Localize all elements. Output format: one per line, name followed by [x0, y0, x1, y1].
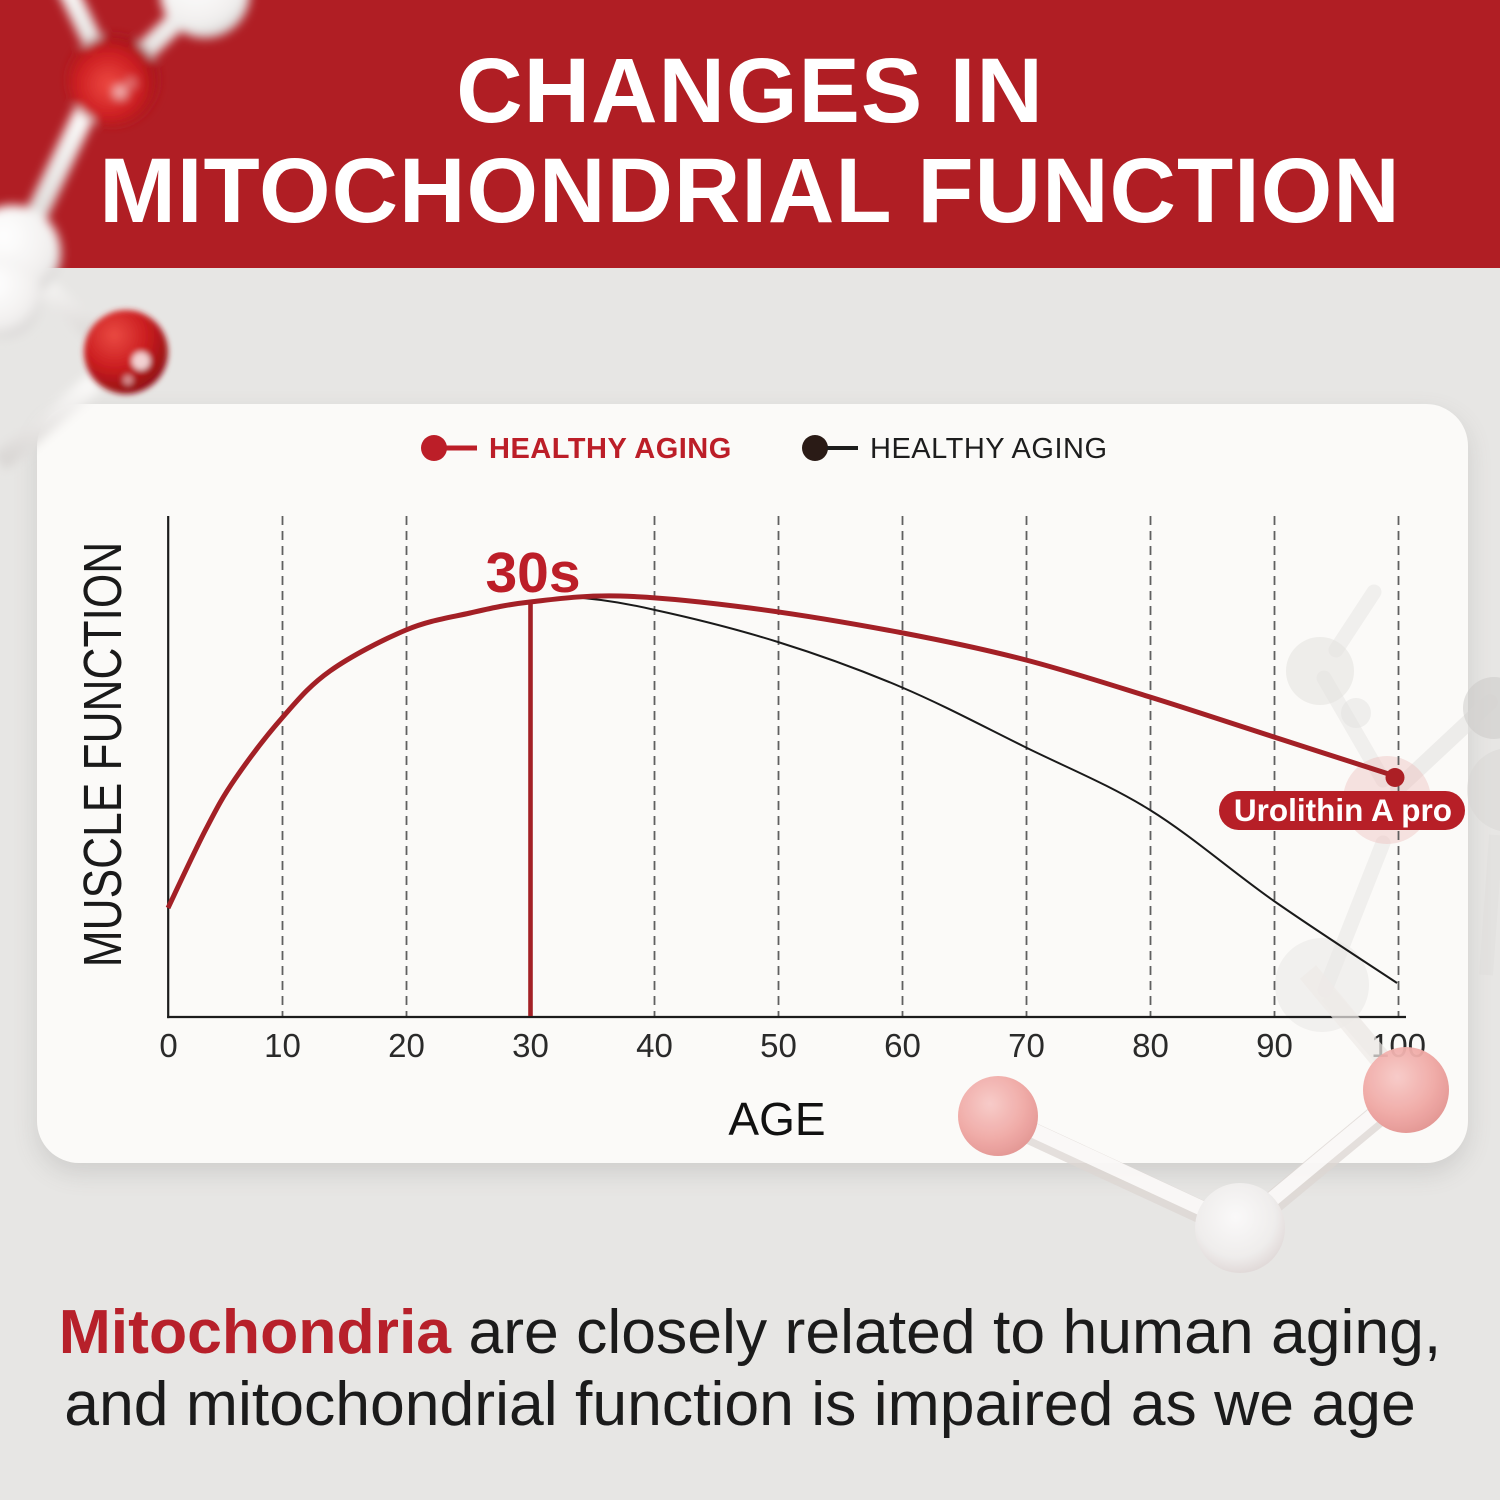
- svg-text:MUSCLE FUNCTION: MUSCLE FUNCTION: [73, 542, 133, 967]
- svg-text:50: 50: [760, 1027, 797, 1064]
- svg-text:20: 20: [388, 1027, 425, 1064]
- svg-text:30s: 30s: [485, 541, 580, 605]
- svg-text:80: 80: [1132, 1027, 1169, 1064]
- svg-text:30: 30: [512, 1027, 549, 1064]
- svg-text:AGE: AGE: [728, 1093, 825, 1145]
- svg-text:90: 90: [1256, 1027, 1293, 1064]
- svg-text:HEALTHY AGING: HEALTHY AGING: [870, 433, 1108, 465]
- svg-text:40: 40: [636, 1027, 673, 1064]
- svg-text:Urolithin A pro: Urolithin A pro: [1234, 792, 1452, 828]
- svg-text:70: 70: [1008, 1027, 1045, 1064]
- svg-text:10: 10: [264, 1027, 301, 1064]
- svg-text:0: 0: [159, 1027, 177, 1064]
- svg-text:HEALTHY AGING: HEALTHY AGING: [489, 433, 732, 465]
- svg-text:60: 60: [884, 1027, 921, 1064]
